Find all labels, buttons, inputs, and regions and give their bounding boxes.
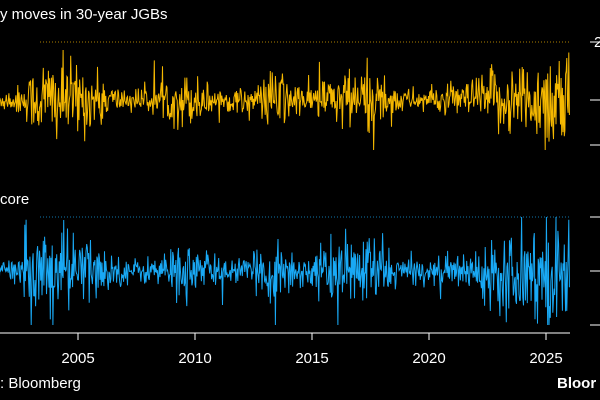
y-tick-label-0-0: 2	[594, 34, 600, 51]
x-tick-label-2005: 2005	[61, 350, 94, 367]
x-tick-label-2010: 2010	[178, 350, 211, 367]
x-axis: 2005 2010 2015 2020 2025	[0, 332, 570, 367]
source-note: : Bloomberg	[0, 375, 81, 392]
bottom-panel	[0, 216, 600, 326]
x-tick-label-2015: 2015	[295, 350, 328, 367]
bottom-panel-title: core	[0, 191, 30, 208]
brand-logo: Bloor	[557, 375, 597, 392]
series-line-1	[0, 216, 570, 326]
top-panel: 2	[0, 34, 600, 151]
series-line-0	[0, 49, 570, 151]
top-panel-title: y moves in 30-year JGBs	[0, 6, 168, 23]
x-tick-label-2020: 2020	[412, 350, 445, 367]
x-tick-label-2025: 2025	[529, 350, 562, 367]
